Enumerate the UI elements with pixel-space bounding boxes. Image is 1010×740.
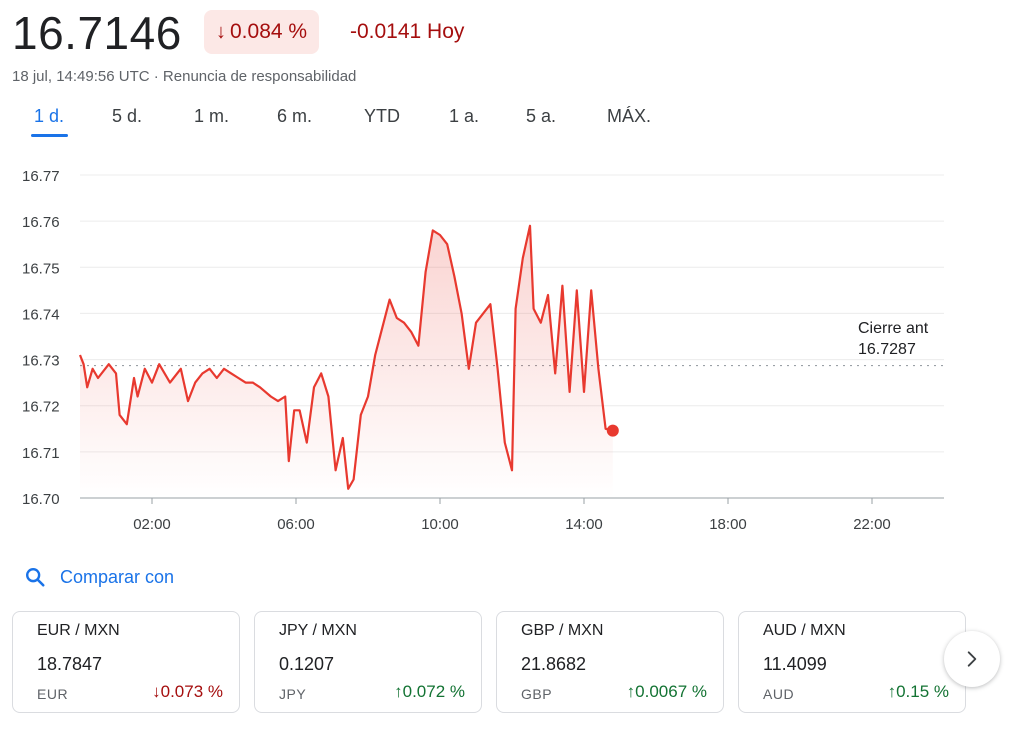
y-tick-label: 16.76: [22, 214, 60, 231]
arrow-up-icon: ↑: [626, 682, 636, 701]
tab-5d[interactable]: 5 d.: [112, 106, 143, 126]
card-currency: EUR: [37, 686, 69, 702]
compare-button[interactable]: Comparar con: [24, 566, 174, 588]
card-jpy-mxn[interactable]: JPY / MXN 0.1207 JPY ↑0.072 %: [254, 611, 482, 713]
change-percent-badge: ↓ 0.084 %: [204, 10, 320, 54]
y-tick-label: 16.74: [22, 306, 60, 323]
arrow-up-icon: ↑: [394, 682, 403, 701]
x-tick-label: 18:00: [709, 516, 747, 533]
previous-close: Cierre ant 16.7287: [858, 318, 928, 360]
card-change-value: 0.0067 %: [635, 682, 707, 701]
card-rate: 21.8682: [521, 654, 587, 674]
separator: ·: [149, 68, 163, 85]
card-aud-mxn[interactable]: AUD / MXN 11.4099 AUD ↑0.15 %: [738, 611, 966, 713]
card-gbp-mxn[interactable]: GBP / MXN 21.8682 GBP ↑0.0067 %: [496, 611, 724, 713]
card-rate: 0.1207: [279, 654, 335, 674]
y-tick-label: 16.70: [22, 491, 60, 508]
y-tick-label: 16.75: [22, 260, 60, 277]
card-change: ↑0.072 %: [394, 682, 465, 702]
search-icon: [26, 568, 45, 587]
x-tick-label: 10:00: [421, 516, 459, 533]
card-rate: 11.4099: [763, 654, 827, 674]
card-change-value: 0.072 %: [402, 682, 465, 701]
chevron-right-icon: [967, 651, 977, 667]
card-change: ↑0.15 %: [888, 682, 949, 702]
tab-1y[interactable]: 1 a.: [449, 106, 480, 126]
active-tab-indicator: [31, 134, 68, 137]
x-tick-label: 22:00: [853, 516, 891, 533]
range-tabs: 1 d. 5 d. 1 m. 6 m. YTD 1 a. 5 a. MÁX.: [0, 104, 700, 138]
arrow-down-icon: ↓: [152, 682, 161, 701]
card-change-value: 0.073 %: [160, 682, 223, 701]
x-tick-label: 14:00: [565, 516, 603, 533]
timestamp-line: 18 jul, 14:49:56 UTC · Renuncia de respo…: [12, 68, 356, 85]
tab-max[interactable]: MÁX.: [607, 106, 652, 126]
card-pair: EUR / MXN: [37, 622, 120, 639]
card-rate: 18.7847: [37, 654, 103, 674]
previous-close-label: Cierre ant: [858, 320, 929, 337]
previous-close-value: 16.7287: [858, 341, 916, 358]
tab-1d[interactable]: 1 d.: [34, 106, 65, 126]
tab-5y[interactable]: 5 a.: [526, 106, 557, 126]
card-change: ↑0.0067 %: [627, 682, 707, 702]
timestamp: 18 jul, 14:49:56 UTC: [12, 68, 150, 85]
y-tick-label: 16.71: [22, 445, 60, 462]
card-change-value: 0.15 %: [896, 682, 949, 701]
arrow-down-icon: ↓: [216, 20, 226, 43]
current-price: 16.7146: [12, 7, 182, 59]
arrow-up-icon: ↑: [887, 682, 897, 701]
price-line: [78, 224, 614, 490]
card-currency: AUD: [763, 686, 795, 702]
card-pair: JPY / MXN: [279, 622, 357, 639]
x-tick-label: 06:00: [277, 516, 315, 533]
card-currency: JPY: [279, 686, 307, 702]
change-absolute: -0.0141 Hoy: [350, 20, 465, 43]
price-area: [80, 225, 613, 499]
card-pair: AUD / MXN: [763, 622, 846, 639]
tab-6m[interactable]: 6 m.: [277, 106, 313, 126]
card-currency: GBP: [521, 686, 553, 702]
compare-label: Comparar con: [60, 566, 175, 587]
current-price-dot: [606, 424, 619, 437]
card-pair: GBP / MXN: [521, 622, 604, 639]
card-eur-mxn[interactable]: EUR / MXN 18.7847 EUR ↓0.073 %: [12, 611, 240, 713]
tab-ytd[interactable]: YTD: [364, 106, 400, 126]
y-tick-label: 16.77: [22, 168, 60, 185]
change-percent: 0.084 %: [230, 20, 308, 43]
tab-1m[interactable]: 1 m.: [194, 106, 230, 126]
y-tick-label: 16.73: [22, 353, 60, 370]
price-chart[interactable]: 16.77 16.76 16.75 16.74 16.73 16.72 16.71 16.70…: [0, 150, 1010, 540]
y-tick-label: 16.72: [22, 399, 60, 416]
x-tick-label: 02:00: [133, 516, 171, 533]
next-cards-button[interactable]: [944, 631, 1000, 687]
disclaimer-link[interactable]: Renuncia de responsabilidad: [162, 68, 357, 85]
card-change: ↓0.073 %: [152, 682, 223, 702]
